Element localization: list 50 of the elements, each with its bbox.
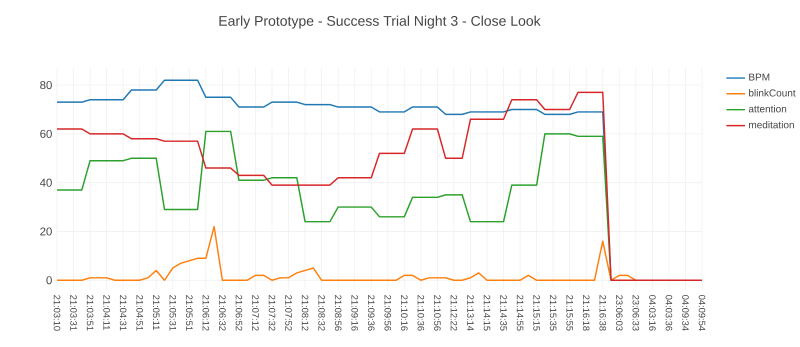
y-tick-label: 20 xyxy=(40,227,52,236)
x-tick-label: 21:12:22 xyxy=(450,295,458,331)
x-tick-label: 21:08:56 xyxy=(334,295,342,331)
x-tick-label: 21:07:12 xyxy=(252,295,259,331)
x-tick-label: 21:04:11 xyxy=(103,295,110,330)
x-tick-label: 21:09:36 xyxy=(368,295,375,331)
legend-label: blinkCount xyxy=(749,89,796,97)
x-tick-label: 04:09:54 xyxy=(698,295,706,331)
x-tick-label: 21:05:31 xyxy=(169,295,176,331)
x-tick-label: 21:06:12 xyxy=(202,295,210,331)
x-tick-label: 21:07:52 xyxy=(285,295,292,331)
x-tick-label: 23:06:33 xyxy=(632,295,640,331)
x-tick-label: 23:06:03 xyxy=(616,295,623,331)
x-tick-label: 04:03:16 xyxy=(649,295,656,331)
x-tick-label: 21:09:56 xyxy=(384,295,392,331)
x-tick-label: 21:06:32 xyxy=(219,295,226,331)
x-tick-label: 21:14:55 xyxy=(516,295,524,331)
x-tick-label: 21:10:56 xyxy=(434,295,441,331)
x-tick-label: 21:14:15 xyxy=(484,295,490,331)
x-tick-label: 21:15:55 xyxy=(566,295,573,331)
x-tick-label: 21:03:31 xyxy=(70,295,77,331)
x-tick-label: 21:15:15 xyxy=(533,295,540,331)
x-tick-label: 21:03:51 xyxy=(86,295,94,331)
y-tick-label: 40 xyxy=(40,178,52,187)
legend-label: attention xyxy=(748,105,786,112)
legend-label: meditation xyxy=(749,121,794,128)
x-tick-label: 21:09:16 xyxy=(351,295,358,331)
y-tick-label: 80 xyxy=(40,81,52,90)
x-tick-label: 04:03:36 xyxy=(666,295,672,331)
x-tick-label: 21:07:32 xyxy=(268,295,276,331)
x-tick-label: 21:13:14 xyxy=(467,295,474,331)
y-tick-label: 0 xyxy=(46,276,52,284)
x-tick-label: 21:05:11 xyxy=(152,295,160,330)
x-tick-label: 21:10:36 xyxy=(418,295,424,331)
x-tick-label: 21:08:32 xyxy=(318,295,325,331)
x-tick-label: 21:16:38 xyxy=(599,295,606,331)
x-tick-label: 21:04:51 xyxy=(136,295,143,331)
x-tick-label: 21:16:18 xyxy=(582,295,590,331)
x-tick-label: 21:05:51 xyxy=(186,295,193,331)
x-tick-label: 21:08:12 xyxy=(302,295,308,331)
x-tick-label: 21:14:35 xyxy=(500,295,507,331)
chart-title: Early Prototype - Success Trial Night 3 - Close Look xyxy=(219,16,541,29)
x-tick-label: 21:06:52 xyxy=(236,295,242,331)
x-tick-label: 21:15:35 xyxy=(550,295,556,331)
x-tick-label: 21:10:16 xyxy=(401,295,408,331)
y-tick-label: 60 xyxy=(40,130,52,138)
x-tick-label: 04:09:34 xyxy=(682,295,689,331)
x-tick-label: 21:04:31 xyxy=(120,295,126,331)
x-tick-label: 21:03:10 xyxy=(54,295,60,331)
legend-label: BPM xyxy=(749,74,770,80)
